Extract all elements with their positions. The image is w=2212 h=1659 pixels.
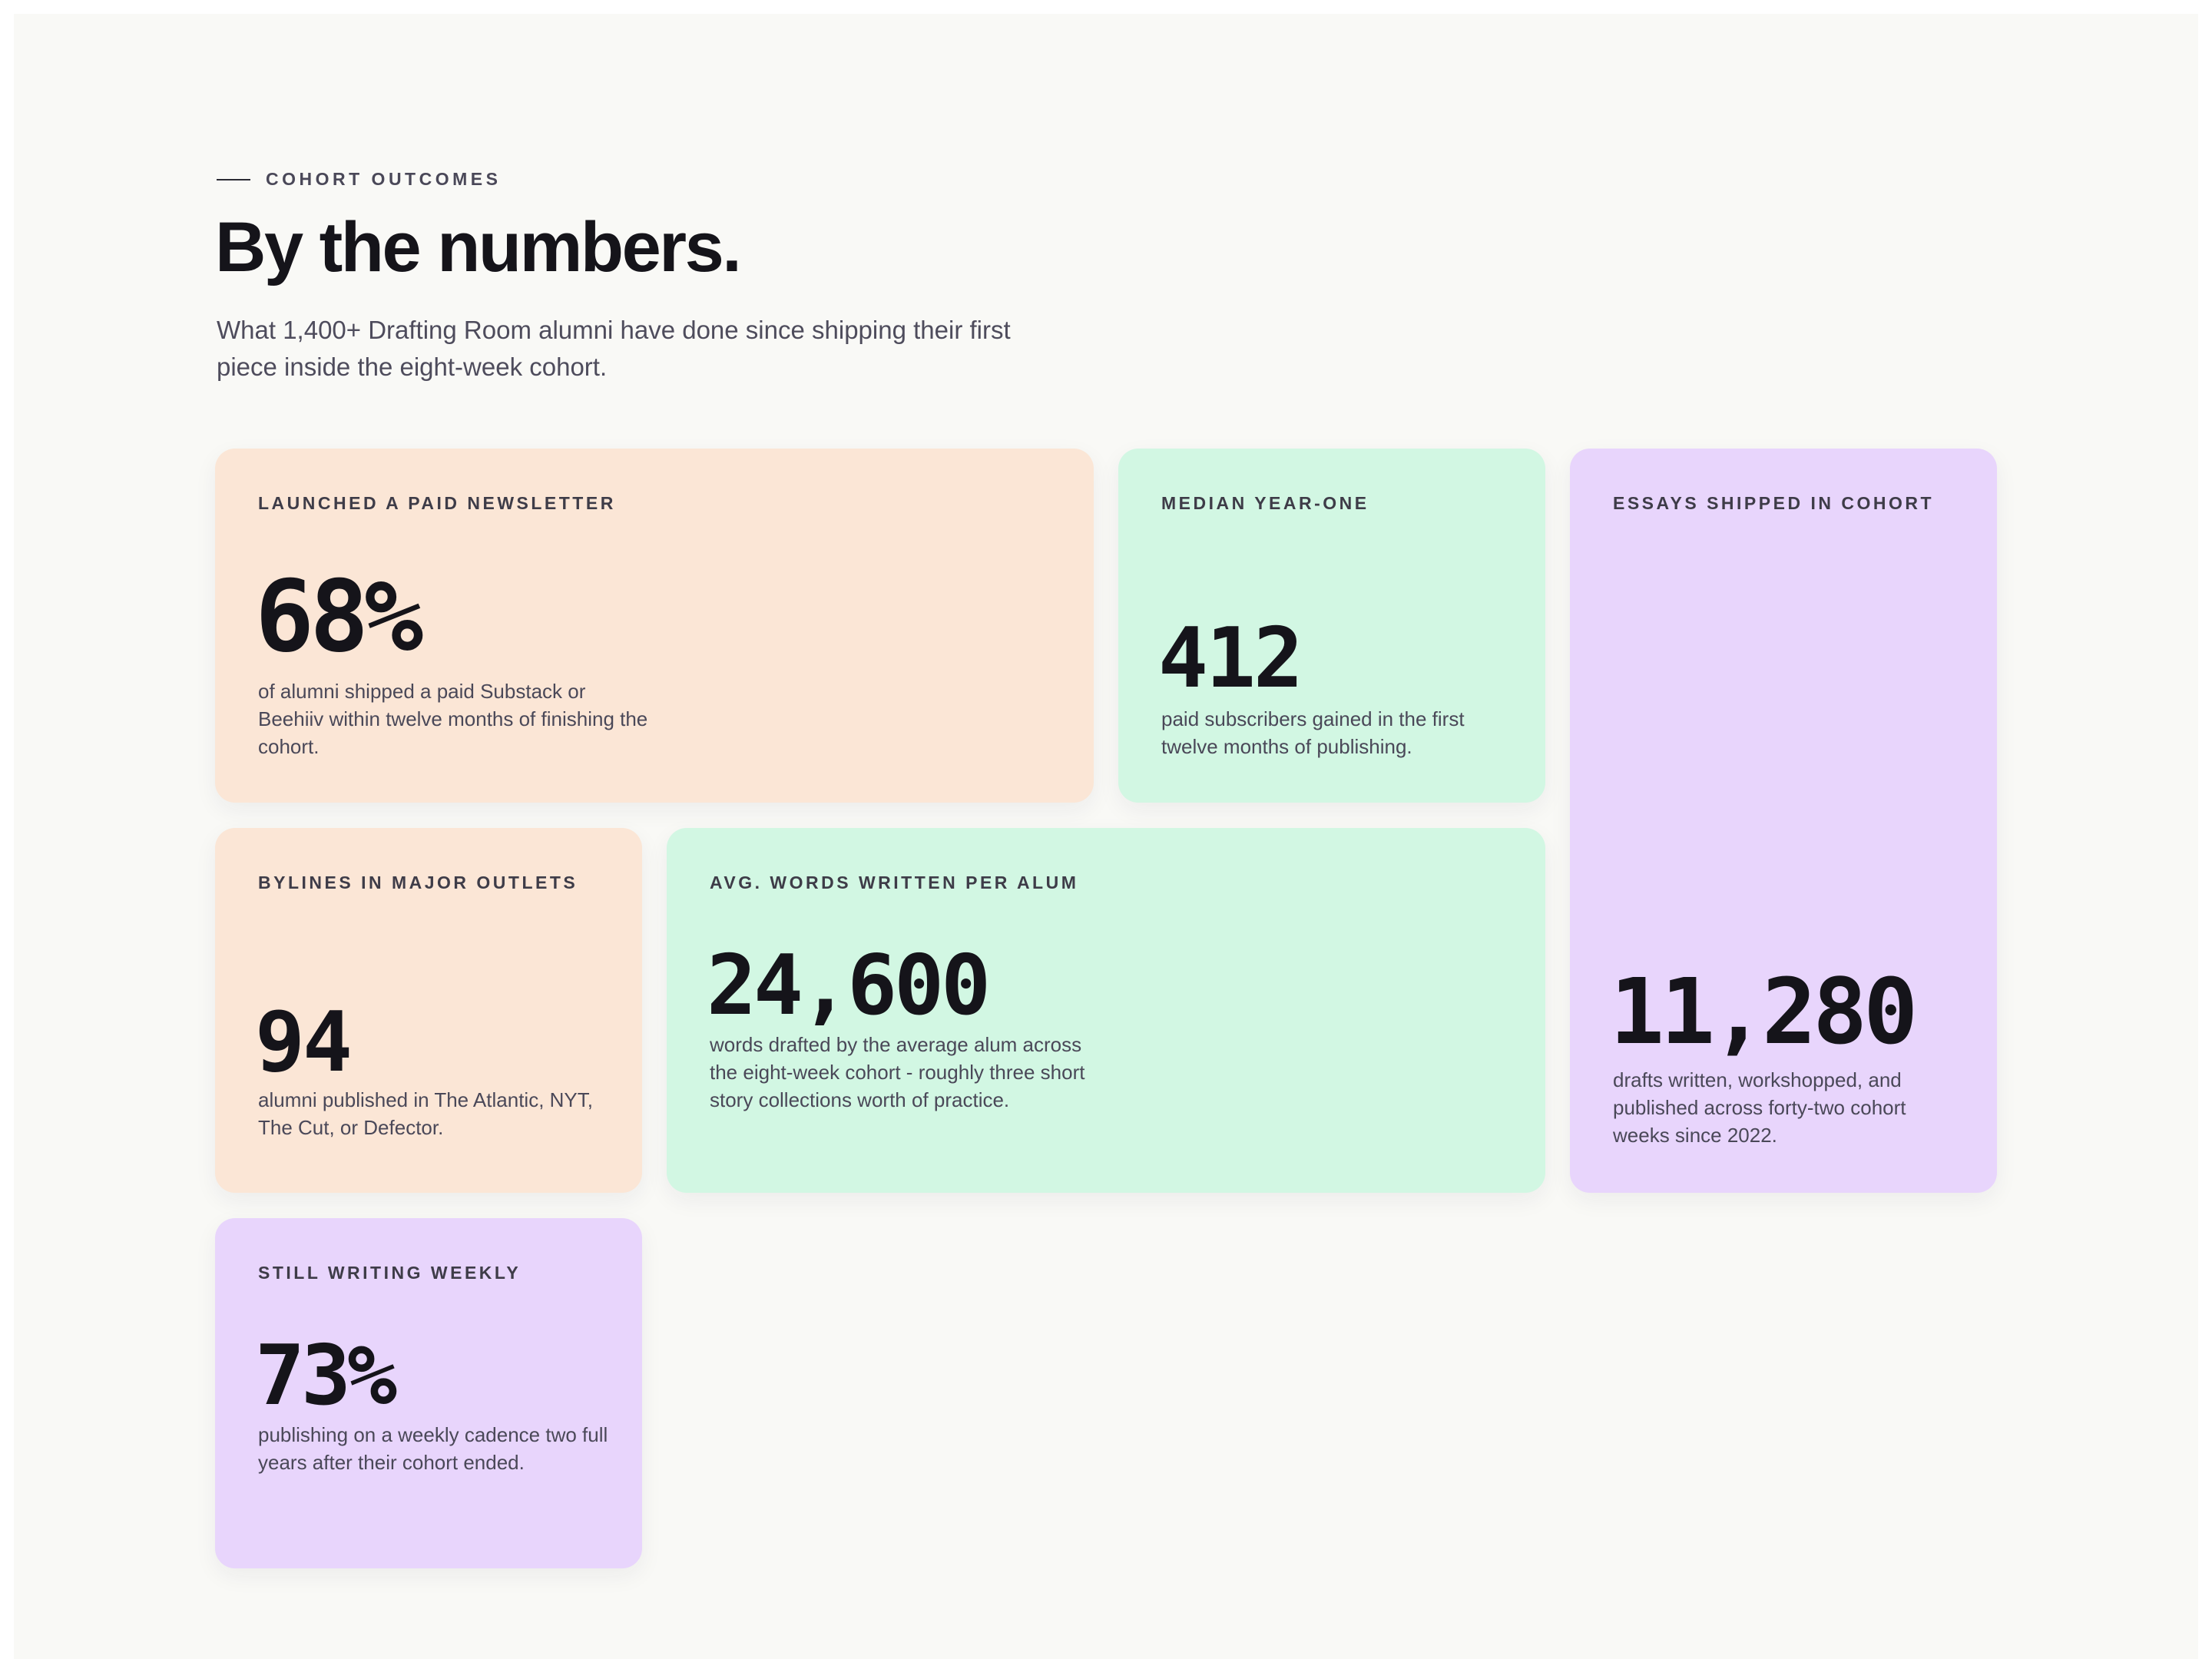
stat-description: publishing on a weekly cadence two full … xyxy=(258,1423,608,1474)
stat-value: 412 xyxy=(1158,611,1303,707)
stat-label: MEDIAN YEAR-ONE xyxy=(1161,493,1369,513)
stat-value: 11,280 xyxy=(1610,959,1918,1065)
stat-label: AVG. WORDS WRITTEN PER ALUM xyxy=(710,873,1079,892)
stat-description: alumni published in The Atlantic, NYT, T… xyxy=(258,1088,593,1139)
stat-card-paid-newsletter: LAUNCHED A PAID NEWSLETTER 68% of alumni… xyxy=(215,449,1094,803)
eyebrow: COHORT OUTCOMES xyxy=(217,169,501,190)
page-title: By the numbers. xyxy=(215,208,742,286)
eyebrow-rule xyxy=(217,178,250,180)
stat-value: 73% xyxy=(255,1328,397,1424)
page-subtitle: What 1,400+ Drafting Room alumni have do… xyxy=(217,316,1011,381)
stat-card-avg-words: AVG. WORDS WRITTEN PER ALUM 24,600 words… xyxy=(667,828,1545,1193)
stat-label: STILL WRITING WEEKLY xyxy=(258,1263,522,1283)
stat-description: words drafted by the average alum across… xyxy=(710,1033,1085,1111)
stat-value: 68% xyxy=(255,560,423,674)
stat-card-still-writing: STILL WRITING WEEKLY 73% publishing on a… xyxy=(215,1218,642,1568)
stat-label: ESSAYS SHIPPED IN COHORT xyxy=(1613,493,1935,513)
stat-card-median-year-one: MEDIAN YEAR-ONE 412 paid subscribers gai… xyxy=(1118,449,1545,803)
stat-card-bylines: BYLINES IN MAJOR OUTLETS 94 alumni publi… xyxy=(215,828,642,1193)
eyebrow-label: COHORT OUTCOMES xyxy=(266,169,502,189)
stat-description: drafts written, workshopped, and publish… xyxy=(1613,1068,1906,1147)
stat-label: LAUNCHED A PAID NEWSLETTER xyxy=(258,493,616,513)
stat-value: 94 xyxy=(255,995,353,1091)
stat-card-essays-shipped: ESSAYS SHIPPED IN COHORT 11,280 drafts w… xyxy=(1570,449,1997,1193)
stat-description: of alumni shipped a paid Substack or Bee… xyxy=(258,680,648,758)
outcomes-section: COHORT OUTCOMES By the numbers. What 1,4… xyxy=(14,14,2198,1659)
stat-label: BYLINES IN MAJOR OUTLETS xyxy=(258,873,578,892)
stat-description: paid subscribers gained in the first twe… xyxy=(1161,707,1465,758)
stat-value: 24,600 xyxy=(707,938,991,1034)
